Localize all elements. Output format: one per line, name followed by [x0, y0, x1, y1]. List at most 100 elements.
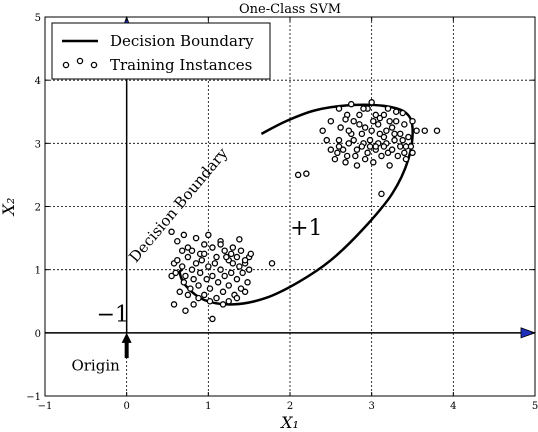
training-instance-point — [184, 291, 192, 299]
training-instance-point — [209, 272, 216, 280]
training-instance-point — [335, 136, 343, 144]
training-instance-point — [225, 282, 232, 289]
training-instance-point — [376, 130, 384, 138]
legend-marker-swatch — [90, 61, 98, 69]
training-instance-point — [213, 294, 220, 302]
training-instance-point — [233, 294, 241, 302]
training-instance-point — [227, 250, 235, 258]
x-tick-label: 4 — [450, 401, 456, 412]
training-instance-point — [319, 127, 326, 134]
training-instance-point — [361, 124, 369, 131]
training-instance-point — [174, 256, 181, 264]
x-tick-label: 1 — [205, 401, 211, 412]
training-instance-point — [399, 109, 406, 117]
training-instance-point — [180, 279, 188, 286]
decision-boundary-line — [178, 103, 414, 306]
annotation-text: Decision Boundary — [125, 144, 231, 266]
training-instance-point — [409, 149, 416, 157]
annotation-text: Origin — [71, 357, 120, 375]
training-instance-point — [392, 108, 400, 116]
training-instance-point — [345, 127, 353, 134]
training-instance-point — [303, 170, 310, 177]
training-instance-point — [176, 288, 183, 296]
training-instance-point — [206, 285, 214, 292]
y-tick-label: 4 — [35, 76, 41, 87]
training-instance-point — [188, 266, 196, 273]
training-instance-point — [405, 133, 412, 141]
training-instance-point — [209, 244, 216, 251]
training-instance-point — [386, 117, 393, 125]
training-instance-point — [221, 272, 228, 280]
training-instance-point — [244, 279, 251, 286]
training-instance-point — [195, 282, 202, 289]
legend-box — [51, 22, 271, 80]
training-instance-point — [247, 250, 255, 258]
y-tick-label: 1 — [35, 266, 41, 277]
training-instance-point — [402, 155, 410, 163]
training-instance-point — [394, 152, 402, 160]
y-tick-label: −1 — [26, 392, 41, 403]
training-instance-point — [368, 99, 375, 106]
training-instance-point — [335, 143, 343, 150]
training-instance-point — [192, 260, 200, 267]
training-instance-point — [221, 247, 228, 254]
training-instance-point — [229, 260, 237, 267]
x-axis-label: X₁ — [279, 413, 299, 432]
training-instance-point — [182, 272, 189, 280]
training-instance-point — [378, 152, 385, 160]
training-instance-point — [214, 279, 222, 286]
training-instance-point — [209, 315, 216, 323]
training-instance-point — [168, 272, 175, 280]
training-instance-point — [339, 146, 347, 153]
ticks: −1 0 1 2 3 4 5 −1 0 1 2 3 4 5 — [26, 13, 538, 412]
training-instance-point — [370, 159, 377, 166]
training-instance-point — [335, 105, 343, 112]
legend-entry-label: Decision Boundary — [110, 32, 254, 50]
training-instance-point — [391, 130, 398, 138]
training-instance-point — [334, 149, 341, 157]
training-instance-point — [401, 121, 408, 128]
training-instance-point — [350, 117, 357, 125]
training-instance-point — [227, 269, 235, 277]
training-instance-point — [205, 263, 212, 270]
training-instance-point — [347, 100, 355, 108]
training-instance-point — [229, 244, 237, 251]
training-instance-point — [352, 152, 359, 160]
training-instance-point — [401, 149, 408, 157]
legend-entry-label: Training Instances — [110, 56, 252, 74]
training-instance-point — [184, 244, 192, 251]
training-instance-point — [372, 111, 379, 119]
training-instance-point — [360, 105, 367, 112]
training-instance-point — [331, 155, 339, 163]
training-instance-point — [213, 253, 220, 261]
chart-title: One-Class SVM — [239, 2, 341, 17]
training-instance-point — [380, 111, 388, 119]
training-instance-point — [366, 136, 374, 144]
series — [168, 99, 441, 323]
training-instance-point — [399, 136, 406, 144]
training-instance-point — [384, 149, 392, 157]
training-instance-point — [392, 117, 400, 125]
training-instance-point — [205, 231, 212, 239]
training-instance-point — [391, 136, 398, 144]
training-instance-point — [245, 266, 253, 273]
training-instance-point — [180, 231, 188, 239]
training-instance-point — [241, 288, 249, 296]
training-instance-point — [327, 117, 335, 125]
training-instance-point — [361, 155, 369, 163]
origin-arrowhead — [121, 332, 132, 343]
training-instance-point — [217, 266, 224, 273]
y-tick-label: 2 — [35, 203, 41, 214]
training-instance-point — [188, 247, 196, 254]
training-instance-point — [353, 162, 361, 169]
training-instance-point — [172, 269, 179, 277]
training-instance-point — [380, 133, 388, 141]
training-instance-point — [239, 269, 246, 277]
training-instance-point — [337, 124, 344, 131]
y-tick-label: 0 — [35, 329, 41, 340]
training-instance-point — [366, 143, 374, 150]
x-tick-label: 3 — [368, 401, 374, 412]
training-instance-point — [198, 256, 206, 264]
x-tick-label: 2 — [287, 401, 293, 412]
training-instance-point — [178, 247, 186, 254]
